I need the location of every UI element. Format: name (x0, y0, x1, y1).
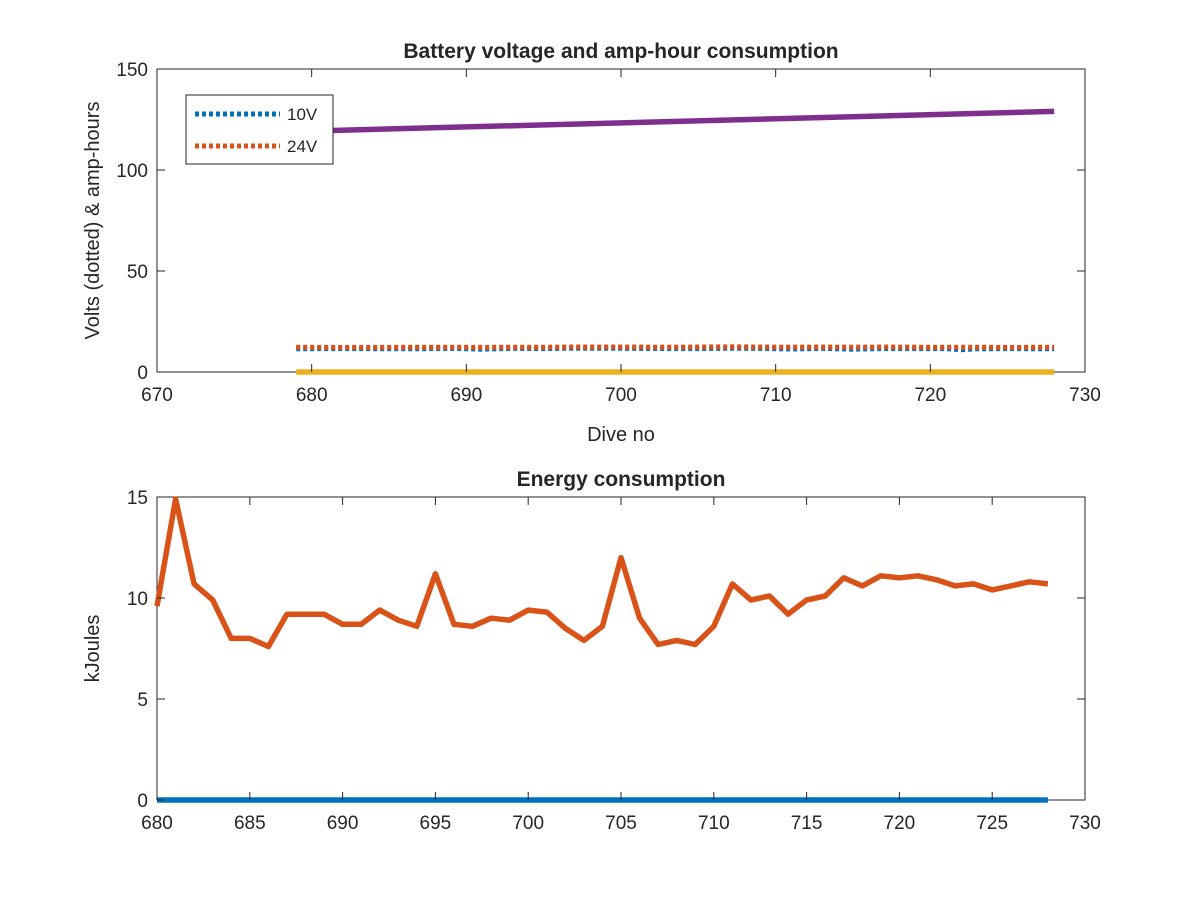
voltage-y-tick-label: 100 (116, 161, 148, 182)
voltage-y-tick-label: 50 (127, 262, 148, 283)
voltage-x-tick-label: 720 (914, 385, 946, 406)
voltage-x-tick-label: 680 (296, 385, 328, 406)
energy-x-tick-label: 695 (420, 813, 452, 834)
energy-x-tick-label: 720 (884, 813, 916, 834)
energy-plot-area (156, 496, 1086, 801)
energy-y-tick-label: 15 (127, 488, 148, 509)
voltage-y-axis-label: Volts (dotted) & amp-hours (82, 102, 104, 340)
energy-x-tick-label: 685 (234, 813, 266, 834)
energy-x-tick-label: 725 (976, 813, 1008, 834)
legend-box (185, 94, 334, 165)
energy-x-tick-label: 730 (1069, 813, 1101, 834)
legend-label-24v: 24V (287, 137, 318, 156)
voltage-axes: 670 680 690 700 710 720 730 0 50 100 150 Battery v… (82, 40, 1101, 446)
energy-y-axis-label: kJoules (82, 615, 104, 683)
energy-x-tick-label: 710 (698, 813, 730, 834)
energy-x-tick-label: 715 (791, 813, 823, 834)
energy-x-tick-label: 690 (327, 813, 359, 834)
energy-x-tick-label: 680 (141, 813, 173, 834)
voltage-x-tick-label: 690 (450, 385, 482, 406)
voltage-x-tick-label: 670 (141, 385, 173, 406)
energy-y-tick-label: 0 (137, 791, 148, 812)
energy-x-tick-label: 700 (512, 813, 544, 834)
energy-x-tick-label: 705 (605, 813, 637, 834)
voltage-y-tick-label: 150 (116, 60, 148, 81)
legend-label-10v: 10V (287, 105, 318, 124)
energy-y-tick-label: 5 (137, 690, 148, 711)
legend: 10V 24V (185, 94, 334, 165)
voltage-x-tick-label: 730 (1069, 385, 1101, 406)
voltage-ticks-group: 670 680 690 700 710 720 730 0 50 100 150 (116, 60, 1101, 406)
voltage-series-group (296, 108, 1055, 375)
energy-ticks-group: 680 685 690 695 700 705 710 715 720 725 730 0 5 10 15 (127, 488, 1101, 834)
voltage-x-tick-label: 700 (605, 385, 637, 406)
voltage-chart-title: Battery voltage and amp-hour consumption (403, 40, 838, 63)
energy-series-line-1 (154, 496, 1049, 650)
energy-chart-title: Energy consumption (517, 468, 726, 491)
voltage-x-tick-label: 710 (760, 385, 792, 406)
voltage-x-axis-label: Dive no (587, 424, 655, 446)
energy-axes: 680 685 690 695 700 705 710 715 720 725 730051015 … (82, 468, 1101, 834)
voltage-series-line-24v (296, 344, 1055, 350)
voltage-y-tick-label: 0 (137, 363, 148, 384)
voltage-series-line-3 (327, 108, 1055, 134)
energy-y-tick-label: 10 (127, 589, 148, 610)
